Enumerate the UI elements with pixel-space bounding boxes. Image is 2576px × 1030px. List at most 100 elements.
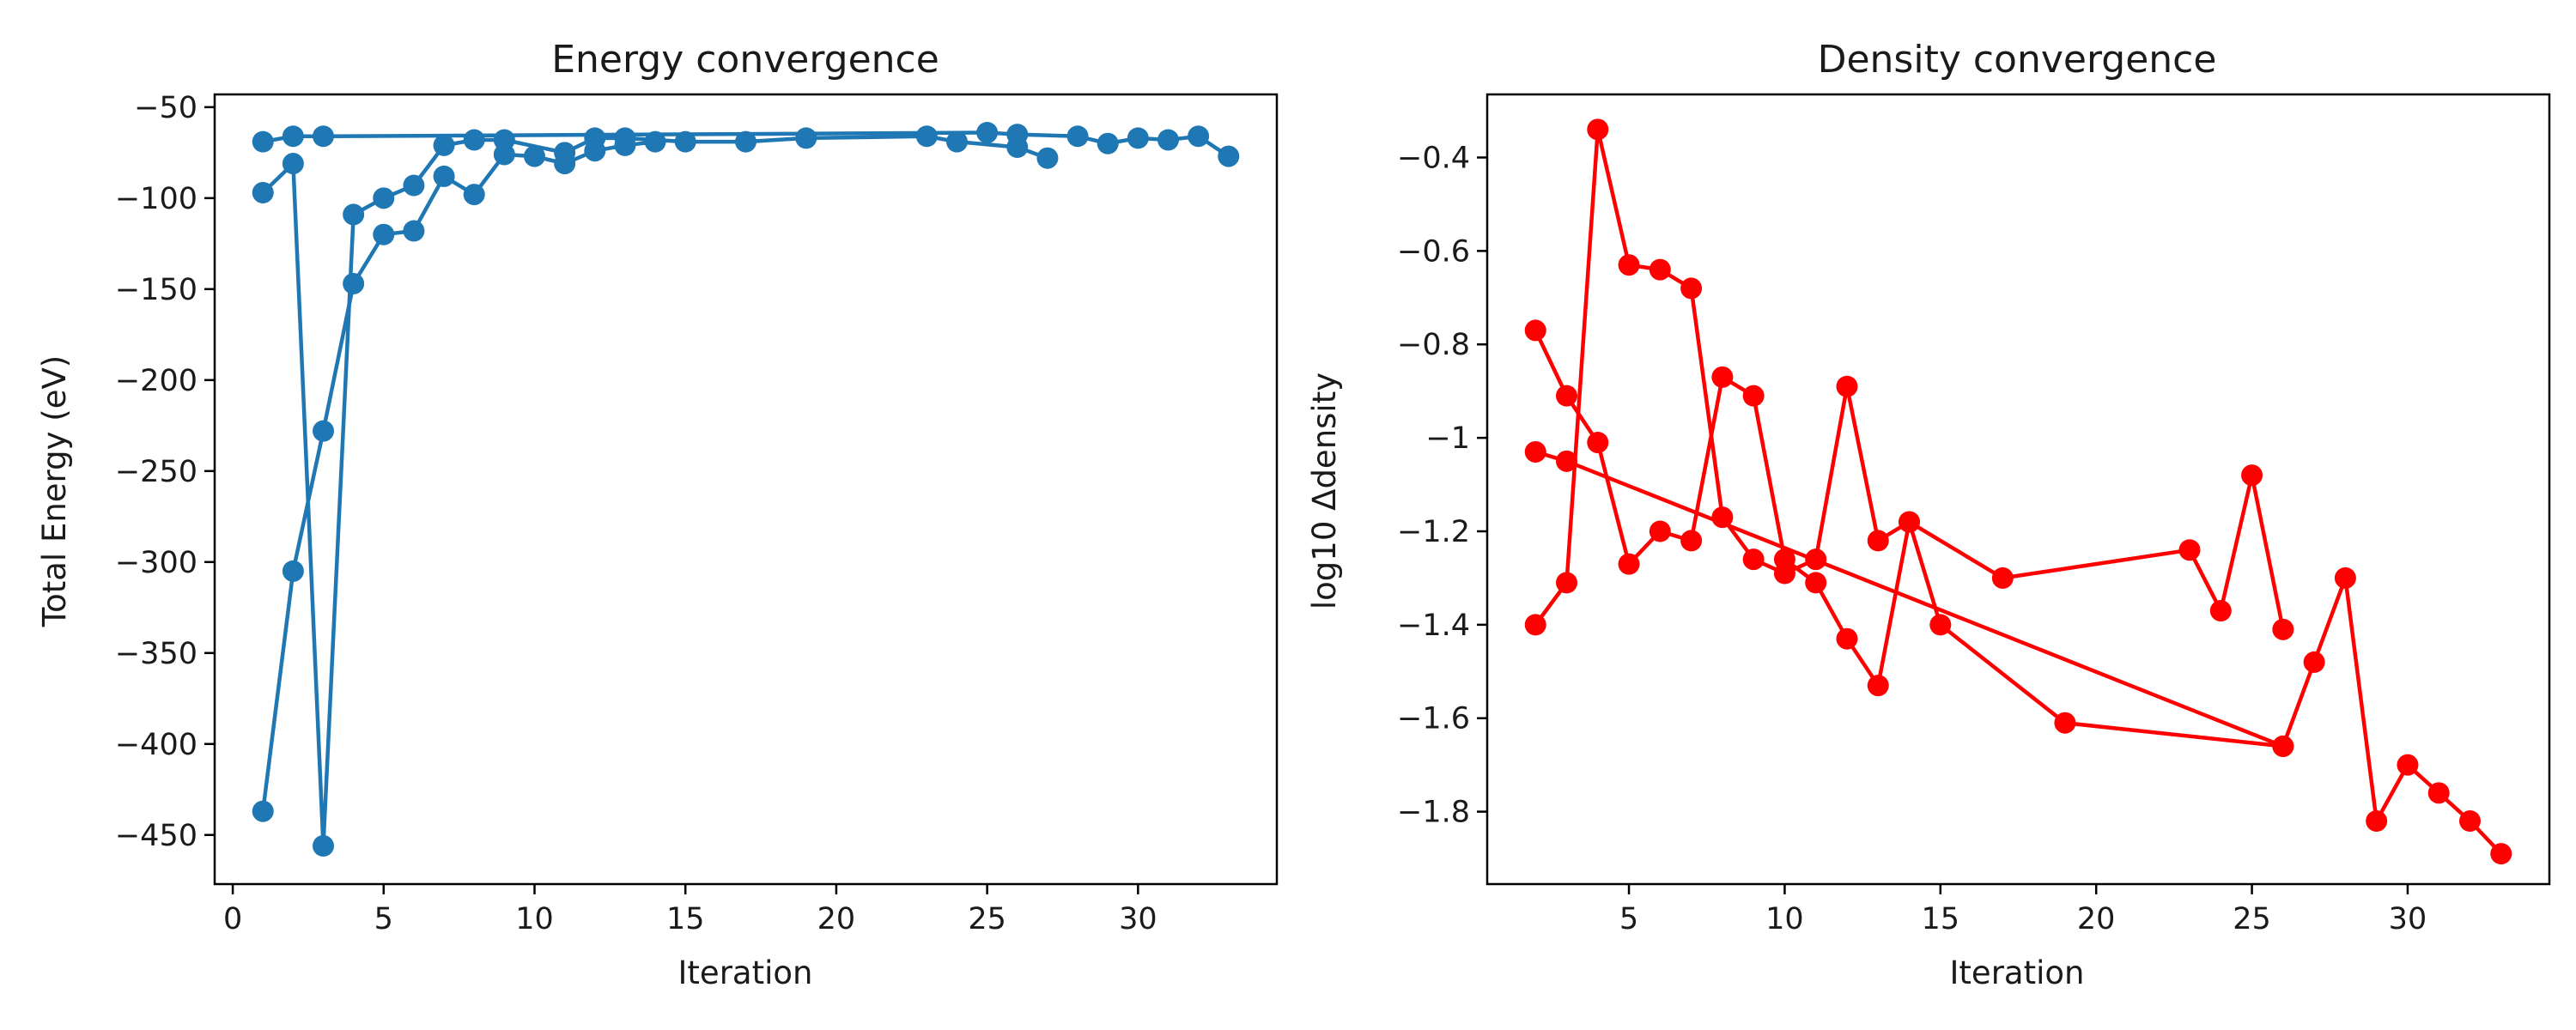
density-y-tick-label: −0.8 — [1397, 328, 1470, 362]
density-y-tick-label: −1 — [1425, 421, 1470, 456]
energy-ticks: 0 5 10 15 20 25 30 −50 −100 −150 −200 −250 −300 −350 −… — [115, 91, 1157, 936]
density-data-point — [1587, 432, 1609, 454]
energy-data-point — [282, 560, 304, 582]
energy-series-line-1 — [260, 139, 656, 812]
energy-data-point — [403, 220, 425, 242]
density-data-point — [1556, 450, 1578, 472]
density-data-point — [1867, 675, 1889, 697]
density-data-point — [1836, 627, 1858, 650]
density-data-point — [1991, 566, 2014, 589]
density-series-line-2 — [1534, 329, 2286, 688]
density-data-point — [1680, 530, 1703, 552]
energy-data-point — [403, 174, 425, 197]
energy-y-tick-label: −50 — [134, 91, 197, 125]
energy-data-point — [493, 129, 515, 151]
energy-x-axis-label: Iteration — [678, 954, 813, 991]
energy-data-point — [674, 130, 696, 153]
density-data-point — [1524, 440, 1546, 463]
energy-x-tick-label: 20 — [817, 902, 856, 936]
density-data-point — [1587, 118, 1609, 141]
energy-data-point — [1157, 129, 1179, 151]
density-x-tick-label: 10 — [1765, 902, 1804, 936]
energy-x-tick-label: 0 — [223, 902, 242, 936]
energy-y-tick-label: −200 — [115, 364, 197, 398]
density-data-point — [2427, 782, 2450, 804]
density-data-point — [1649, 520, 1671, 542]
density-y-tick-label: −0.4 — [1397, 141, 1470, 175]
energy-data-point — [735, 130, 756, 153]
energy-x-tick-label: 5 — [374, 902, 393, 936]
energy-data-point — [976, 122, 999, 144]
energy-data-point — [433, 134, 455, 156]
density-data-point — [2241, 464, 2263, 487]
density-data-point — [2272, 618, 2294, 640]
energy-x-tick-label: 30 — [1119, 902, 1157, 936]
density-y-tick-label: −1.4 — [1397, 609, 1470, 643]
energy-data-point — [252, 181, 274, 203]
energy-chart-title: Energy convergence — [551, 38, 939, 82]
energy-series — [252, 122, 1240, 857]
energy-data-point — [795, 127, 817, 149]
density-series-line-3 — [1534, 450, 2503, 856]
density-series-line-1 — [1534, 127, 2284, 748]
density-x-tick-label: 30 — [2389, 902, 2427, 936]
energy-data-point — [1006, 124, 1029, 146]
energy-y-tick-label: −150 — [115, 273, 197, 307]
density-data-point — [1742, 385, 1765, 407]
energy-data-point — [252, 800, 274, 822]
density-data-point — [2303, 651, 2325, 673]
density-data-point — [1556, 572, 1578, 594]
density-data-point — [2490, 843, 2512, 865]
density-data-point — [1618, 553, 1640, 575]
energy-data-point — [524, 145, 546, 167]
density-data-point — [1773, 548, 1795, 571]
energy-y-tick-label: −300 — [115, 546, 197, 580]
energy-data-point — [945, 130, 968, 153]
density-x-tick-label: 25 — [2233, 902, 2271, 936]
energy-data-point — [1127, 127, 1149, 149]
density-data-point — [1836, 375, 1858, 397]
density-data-point — [1680, 277, 1703, 300]
energy-data-point — [554, 142, 576, 164]
density-data-point — [1556, 385, 1578, 407]
density-data-point — [2272, 735, 2294, 757]
energy-data-point — [584, 127, 606, 149]
density-x-tick-label: 20 — [2077, 902, 2116, 936]
density-data-point — [1805, 572, 1827, 594]
density-data-point — [2397, 754, 2419, 776]
density-plot-frame — [1485, 93, 2551, 886]
energy-x-tick-label: 10 — [515, 902, 554, 936]
energy-y-tick-label: −400 — [115, 728, 197, 762]
density-data-point — [1742, 548, 1765, 571]
density-y-axis-label: log10 Δdensity — [1306, 373, 1343, 609]
energy-data-point — [1097, 132, 1119, 154]
energy-data-point — [1188, 125, 1210, 148]
density-data-point — [1618, 254, 1640, 276]
energy-data-point — [373, 223, 395, 245]
density-y-tick-label: −1.2 — [1397, 515, 1470, 549]
energy-data-point — [313, 125, 335, 148]
density-series — [1524, 118, 2512, 865]
energy-data-point — [614, 127, 636, 149]
energy-plot-frame — [213, 93, 1279, 886]
energy-data-point — [373, 187, 395, 209]
energy-y-tick-label: −100 — [115, 182, 197, 216]
energy-data-point — [915, 125, 938, 148]
density-x-tick-label: 5 — [1619, 902, 1638, 936]
density-ticks: 5 10 15 20 25 30 −0.4 −0.6 −0.8 −1 −1.2 −1.4 −1.6 −1.… — [1397, 141, 2427, 936]
density-data-point — [1711, 366, 1734, 388]
energy-y-tick-label: −250 — [115, 455, 197, 489]
energy-data-point — [282, 125, 304, 148]
density-x-axis-label: Iteration — [1950, 954, 2085, 991]
density-data-point — [1649, 258, 1671, 281]
density-data-point — [2209, 600, 2232, 622]
density-chart-title: Density convergence — [1818, 38, 2217, 82]
density-y-tick-label: −1.8 — [1397, 796, 1470, 830]
density-data-point — [2458, 810, 2481, 833]
density-data-point — [1867, 530, 1889, 552]
energy-y-axis-label: Total Energy (eV) — [36, 355, 73, 627]
energy-data-point — [463, 129, 485, 151]
energy-data-point — [343, 272, 365, 294]
density-y-tick-label: −1.6 — [1397, 702, 1470, 736]
